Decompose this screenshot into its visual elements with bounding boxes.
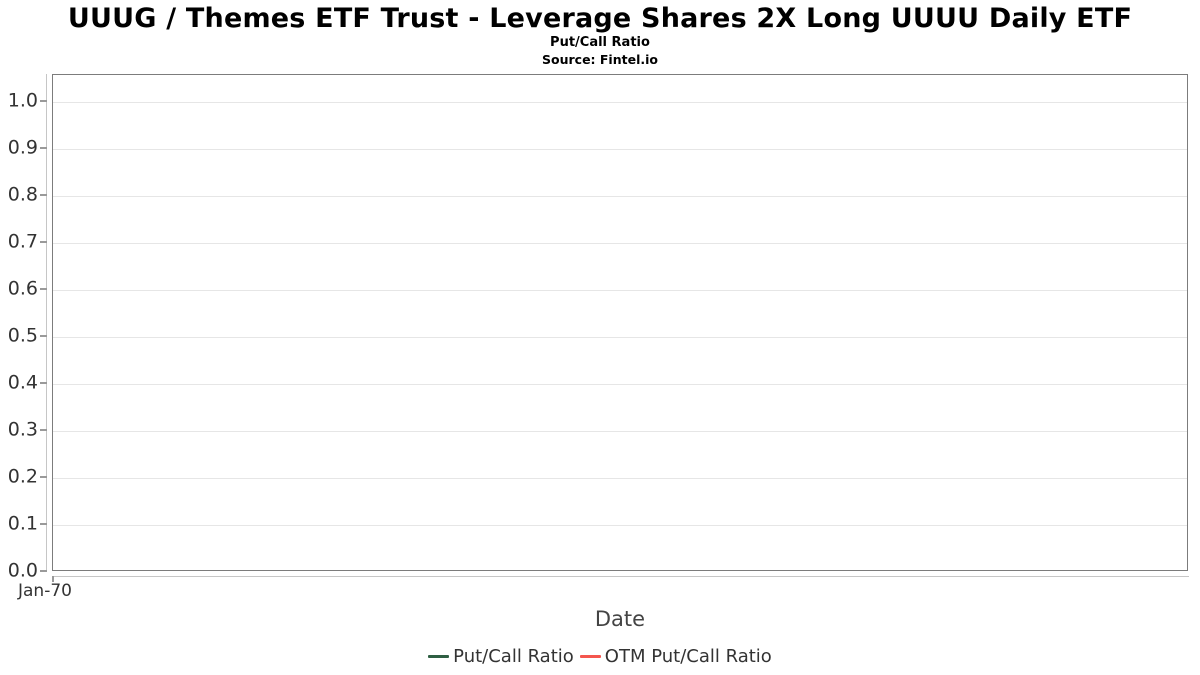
y-axis-tick-label: 0.4 — [7, 371, 38, 394]
y-axis-tick-label: 0.1 — [7, 512, 38, 535]
gridline — [53, 289, 1187, 291]
y-axis-tick-label: 0.8 — [7, 183, 38, 206]
y-axis-tick-label: 1.0 — [7, 89, 38, 112]
legend: Put/Call Ratio OTM Put/Call Ratio — [0, 646, 1200, 668]
y-axis-tick — [40, 570, 47, 572]
y-axis-tick-label: 0.5 — [7, 324, 38, 347]
y-axis-tick-label: 0.0 — [7, 559, 38, 582]
y-axis-tick — [40, 100, 47, 102]
x-axis-tick-label: Jan-70 — [18, 581, 72, 601]
chart-subtitle: Put/Call Ratio — [550, 35, 650, 50]
y-axis-tick-label: 0.3 — [7, 418, 38, 441]
y-axis-tick — [40, 335, 47, 337]
gridline — [53, 524, 1187, 526]
y-axis-tick-label: 0.7 — [7, 230, 38, 253]
y-axis-tick-label: 0.9 — [7, 136, 38, 159]
line-swatch-icon — [579, 655, 601, 659]
plot-area — [52, 74, 1188, 571]
gridline — [53, 195, 1187, 197]
gridline — [53, 383, 1187, 385]
gridline — [53, 242, 1187, 244]
legend-item-otm-put-call-ratio[interactable]: OTM Put/Call Ratio — [579, 646, 772, 668]
y-axis-tick — [40, 288, 47, 290]
legend-label: OTM Put/Call Ratio — [604, 646, 772, 667]
x-axis-title: Date — [594, 607, 646, 631]
y-axis-tick — [40, 429, 47, 431]
gridline — [53, 477, 1187, 479]
legend-label: Put/Call Ratio — [453, 646, 574, 667]
legend-item-put-call-ratio[interactable]: Put/Call Ratio — [428, 646, 574, 668]
y-axis-tick — [40, 523, 47, 525]
chart-title: UUUG / Themes ETF Trust - Leverage Share… — [67, 3, 1133, 34]
gridline — [53, 336, 1187, 338]
y-axis-tick — [40, 194, 47, 196]
y-axis-line — [46, 74, 47, 571]
gridline — [53, 430, 1187, 432]
y-axis-tick — [40, 241, 47, 243]
x-axis-line — [52, 576, 1189, 577]
y-axis-tick — [40, 147, 47, 149]
y-axis-tick — [40, 476, 47, 478]
x-axis-tick — [52, 576, 54, 582]
y-axis-tick-label: 0.2 — [7, 465, 38, 488]
line-swatch-icon — [428, 655, 450, 659]
gridline — [53, 101, 1187, 103]
chart-source: Source: Fintel.io — [542, 52, 658, 67]
y-axis-tick-label: 0.6 — [7, 277, 38, 300]
y-axis-tick — [40, 382, 47, 384]
gridline — [53, 148, 1187, 150]
